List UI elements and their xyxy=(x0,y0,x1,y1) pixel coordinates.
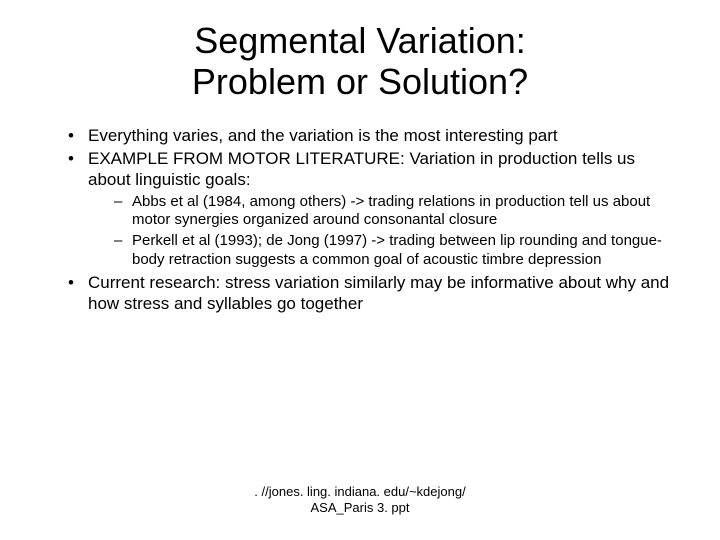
sub-bullet-item: Abbs et al (1984, among others) -> tradi… xyxy=(114,193,670,231)
slide-footer: . //jones. ling. indiana. edu/~kdejong/ … xyxy=(0,484,720,517)
sub-bullet-item: Perkell et al (1993); de Jong (1997) -> … xyxy=(114,232,670,270)
sub-bullet-text: Abbs et al (1984, among others) -> tradi… xyxy=(132,193,650,229)
bullet-item: Current research: stress variation simil… xyxy=(68,272,670,315)
title-line-1: Segmental Variation: xyxy=(194,20,526,61)
bullet-item: Everything varies, and the variation is … xyxy=(68,125,670,146)
bullet-item: EXAMPLE FROM MOTOR LITERATURE: Variation… xyxy=(68,148,670,270)
bullet-list-level-1: Everything varies, and the variation is … xyxy=(50,125,670,314)
title-line-2: Problem or Solution? xyxy=(192,61,528,102)
footer-url: . //jones. ling. indiana. edu/~kdejong/ xyxy=(254,484,465,499)
sub-bullet-text: Perkell et al (1993); de Jong (1997) -> … xyxy=(132,232,662,268)
bullet-text: Everything varies, and the variation is … xyxy=(88,126,558,145)
footer-filename: ASA_Paris 3. ppt xyxy=(311,500,410,515)
bullet-text: EXAMPLE FROM MOTOR LITERATURE: Variation… xyxy=(88,149,635,189)
slide-container: Segmental Variation: Problem or Solution… xyxy=(0,0,720,540)
bullet-list-level-2: Abbs et al (1984, among others) -> tradi… xyxy=(88,193,670,270)
slide-title: Segmental Variation: Problem or Solution… xyxy=(50,20,670,103)
bullet-text: Current research: stress variation simil… xyxy=(88,273,669,313)
